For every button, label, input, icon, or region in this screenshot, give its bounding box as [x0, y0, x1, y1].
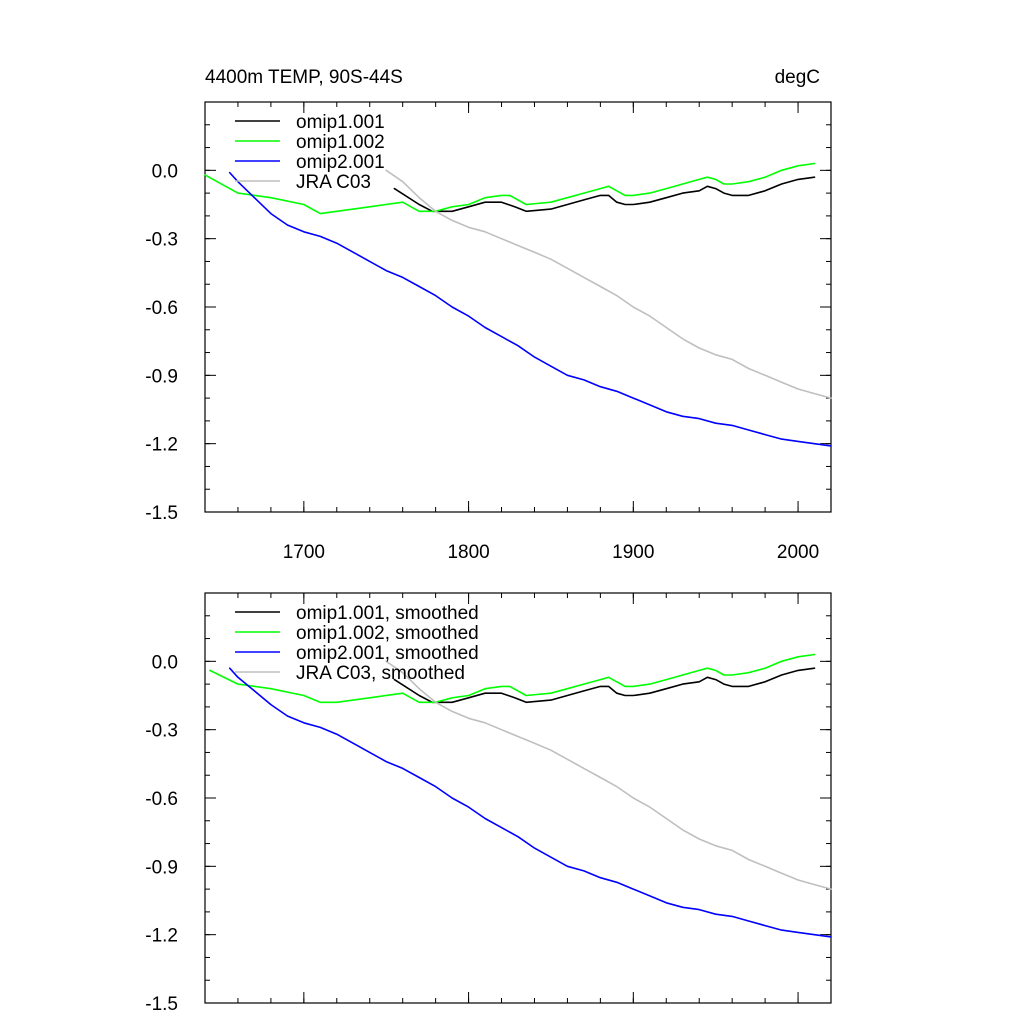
series-line-omip2-001: [228, 171, 832, 447]
series-line-jra-c03: [385, 660, 832, 890]
y-tick-label: -0.3: [145, 230, 178, 251]
legend-label: omip1.002: [296, 132, 385, 153]
y-tick-label: -0.9: [145, 857, 178, 878]
x-tick-label: 1700: [283, 542, 325, 563]
y-tick-label: -0.6: [145, 789, 178, 810]
chart-panel-2: 0.0 -0.3 -0.6 -0.9 -1.2 -1.5 omip1.001, smooth…: [145, 592, 832, 1015]
y-tick-label: -0.9: [145, 366, 178, 387]
series-line-jra-c03: [385, 169, 832, 399]
y-tick-label: 0.0: [152, 652, 178, 673]
series-line-omip1-002: [204, 162, 816, 215]
y-tick-label: -1.2: [145, 435, 178, 456]
legend-label: omip1.001, smoothed: [296, 603, 479, 624]
x-tick-label: 2000: [777, 542, 819, 563]
series-line-omip1-001: [393, 176, 816, 213]
chart-units: degC: [775, 67, 820, 88]
series-line-omip1-002: [209, 653, 816, 704]
chart-panel-1: 0.0 -0.3 -0.6 -0.9 -1.2 -1.5 1700 1800 1900 2000 o…: [145, 101, 832, 563]
y-tick-label: -0.3: [145, 721, 178, 742]
y-tick-label: -1.5: [145, 994, 178, 1015]
series-line-omip1-001: [393, 667, 816, 704]
chart-title: 4400m TEMP, 90S-44S: [205, 67, 403, 88]
legend-label: JRA C03: [296, 172, 371, 193]
y-tick-label: -0.6: [145, 298, 178, 319]
y-tick-label: -1.2: [145, 926, 178, 947]
y-tick-label: 0.0: [152, 161, 178, 182]
legend-label: omip1.002, smoothed: [296, 623, 479, 644]
x-tick-label: 1800: [447, 542, 489, 563]
legend-label: omip1.001: [296, 112, 385, 133]
legend-label: omip2.001, smoothed: [296, 643, 479, 664]
legend-label: JRA C03, smoothed: [296, 663, 465, 684]
legend-label: omip2.001: [296, 152, 385, 173]
x-tick-label: 1900: [612, 542, 654, 563]
series-line-omip2-001: [228, 667, 832, 938]
y-tick-label: -1.5: [145, 503, 178, 524]
